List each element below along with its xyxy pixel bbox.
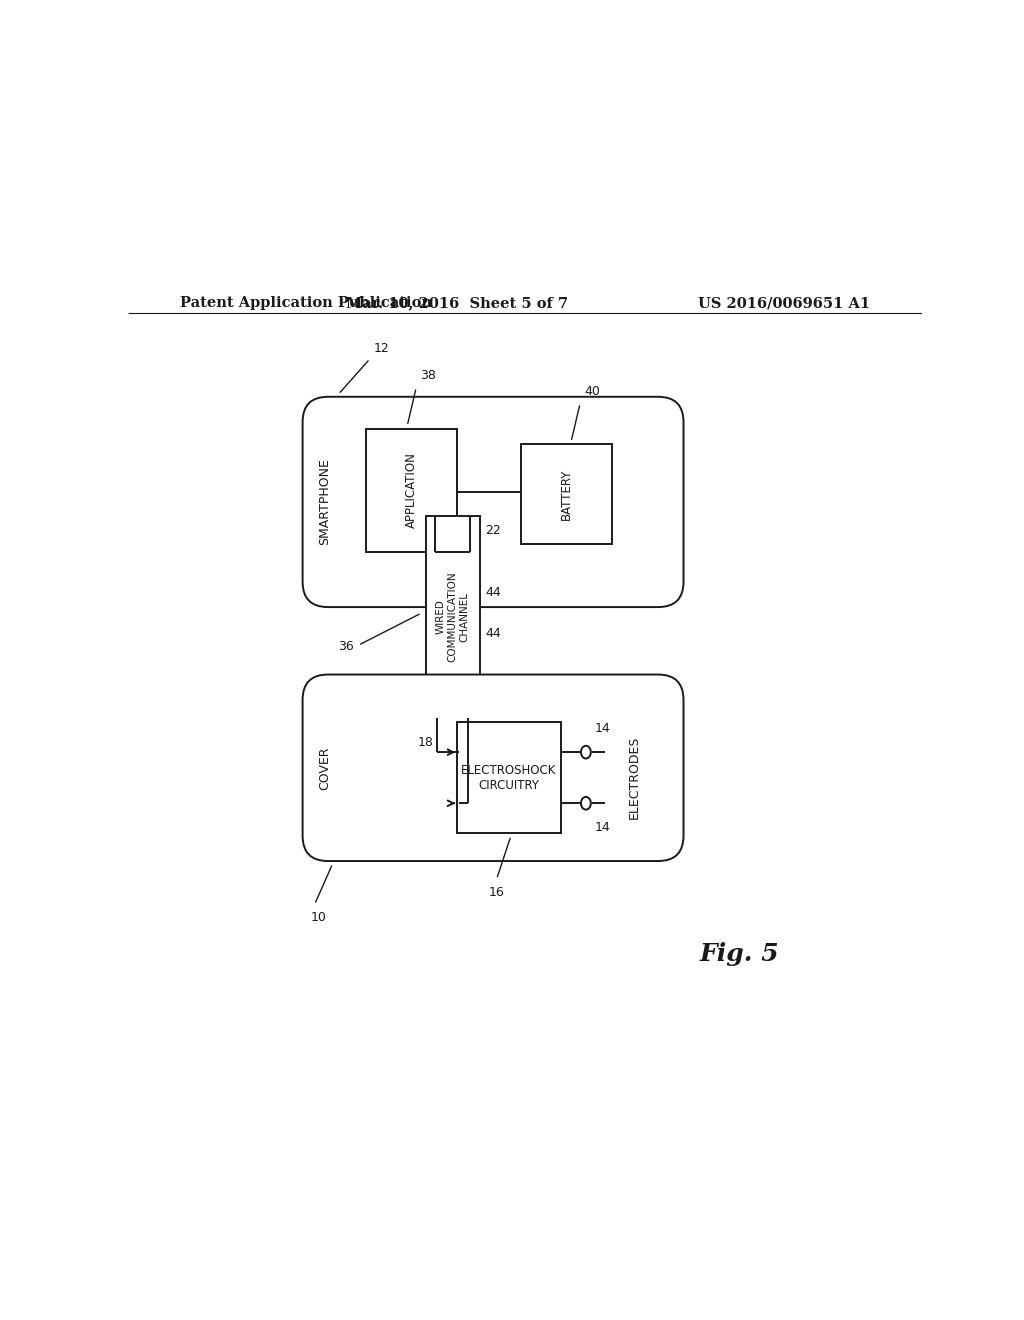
Text: SMARTPHONE: SMARTPHONE: [318, 458, 332, 545]
Bar: [458, 722, 560, 833]
Text: Fig. 5: Fig. 5: [699, 942, 779, 966]
Text: 44: 44: [485, 627, 501, 640]
Ellipse shape: [581, 746, 591, 759]
Bar: [426, 516, 479, 718]
Bar: [521, 445, 612, 544]
Text: 10: 10: [310, 911, 327, 924]
Text: COVER: COVER: [318, 746, 332, 789]
Text: Mar. 10, 2016  Sheet 5 of 7: Mar. 10, 2016 Sheet 5 of 7: [346, 296, 568, 310]
Bar: [367, 429, 458, 552]
Text: 14: 14: [595, 722, 610, 735]
FancyBboxPatch shape: [303, 675, 684, 861]
Text: 12: 12: [374, 342, 390, 355]
Text: 40: 40: [584, 385, 600, 399]
FancyBboxPatch shape: [303, 397, 684, 607]
Text: Patent Application Publication: Patent Application Publication: [179, 296, 431, 310]
Text: 44: 44: [485, 586, 501, 599]
Text: 22: 22: [485, 524, 501, 537]
Text: 14: 14: [595, 821, 610, 834]
Ellipse shape: [581, 797, 591, 809]
Text: ELECTROSHOCK
CIRCUITRY: ELECTROSHOCK CIRCUITRY: [461, 764, 557, 792]
Text: 38: 38: [420, 370, 436, 383]
Text: ELECTRODES: ELECTRODES: [628, 737, 641, 820]
Text: BATTERY: BATTERY: [560, 469, 573, 520]
Text: 36: 36: [338, 640, 354, 653]
Text: WIRED
COMMUNICATION
CHANNEL: WIRED COMMUNICATION CHANNEL: [436, 572, 469, 663]
Text: 18: 18: [418, 735, 433, 748]
Text: US 2016/0069651 A1: US 2016/0069651 A1: [698, 296, 870, 310]
Text: 16: 16: [488, 886, 505, 899]
Text: APPLICATION: APPLICATION: [406, 451, 418, 528]
